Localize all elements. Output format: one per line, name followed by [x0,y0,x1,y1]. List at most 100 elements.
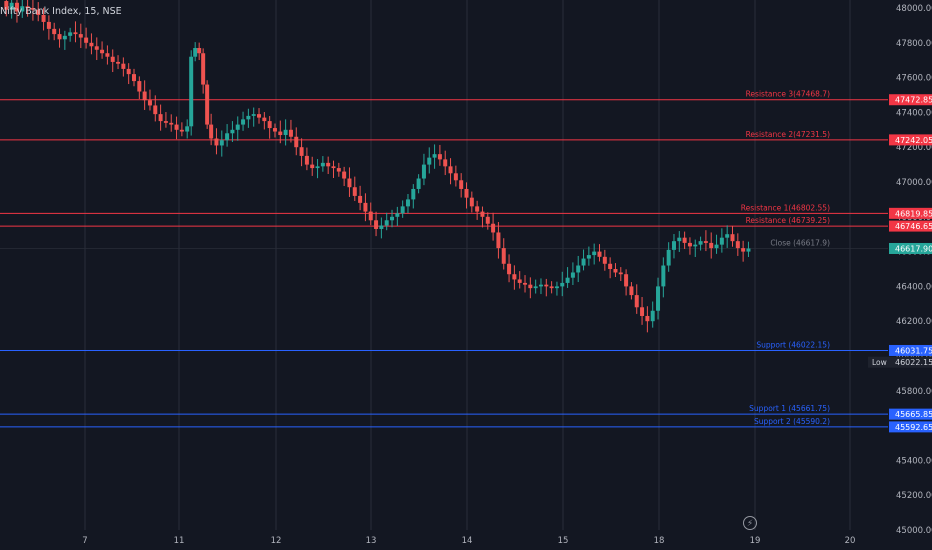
lightning-bolt-icon[interactable]: ⚡ [743,516,757,530]
time-tick-label: 19 [750,536,761,546]
candle-body [374,220,379,229]
candle-body [267,121,272,129]
candle-body [358,195,363,203]
candle-body [448,166,453,174]
candle-body [560,282,565,287]
candle-body [538,284,543,287]
candle-body [645,315,650,322]
candle-body [174,124,179,130]
level-tag-bg [889,421,932,433]
price-axis[interactable]: 48000.00 47800.00 47600.00 47400.00 47200.00… [868,4,932,536]
candle-body [189,56,194,127]
candle-body [624,274,629,287]
candle-body [163,121,168,123]
candle-body [257,114,262,118]
low-tag: 46022.15 [895,358,932,367]
level-tag-bg [889,220,932,232]
candle-body [586,255,591,259]
candle-body [84,37,89,43]
level-label: Resistance 3(47468.7) [746,90,831,99]
candle-body [169,122,174,125]
candle-body [342,171,347,179]
candle-body [352,187,357,196]
candle-body [581,258,586,266]
candle-body [613,269,618,273]
candle-body [272,128,277,132]
low-marker-bg [868,356,889,368]
candle-body [142,91,147,101]
candle-body [469,197,474,207]
candle-body [201,53,206,85]
candle-body [517,279,522,283]
time-tick-label: 11 [174,536,185,546]
candle-body [629,286,634,296]
time-tick-label: 13 [366,536,377,546]
level-labels: Resistance 3(47468.7) Resistance 2(47231.… [741,90,830,426]
level-label: Support 1 (45661.75) [749,404,830,413]
price-tick-label: 46200.00 [896,317,932,327]
candle-body [331,166,336,169]
candle-body [666,249,671,266]
price-tick-label: 47200.00 [896,143,932,153]
candle-body [20,6,25,12]
candle-body [485,216,490,224]
time-tick-label: 20 [845,536,856,546]
candle-body [230,129,235,134]
candle-body [554,286,559,289]
time-tick-label: 12 [271,536,282,546]
candle-body [94,46,99,50]
candle-body [533,286,538,289]
candle-body [153,105,158,115]
candle-body [395,213,400,217]
candle-body [640,307,645,316]
chart-title: Nifty Bank Index, 15, NSE [0,6,122,17]
price-tick-label: 45000.00 [896,526,932,536]
candle-body [709,242,714,249]
candle-body [453,173,458,181]
candle-body [390,216,395,221]
candle-body [214,138,219,146]
candles [4,0,751,333]
candle-body [304,155,309,165]
candle-body [427,157,432,165]
candle-body [158,114,163,122]
candle-body [41,14,46,22]
price-tick-label: 47000.00 [896,178,932,188]
level-label: Resistance (46739.25) [746,216,831,225]
candle-body [618,272,623,275]
level-label: Resistance 2(47231.5) [746,130,831,139]
candle-body [437,154,442,160]
candle-body [384,220,389,226]
candle-body [209,124,214,139]
candle-body [650,310,655,322]
candle-body [363,202,368,212]
candle-body [73,32,78,35]
candle-body [608,263,613,269]
candle-body [677,237,682,242]
candle-body [411,188,416,200]
level-tag: 45665.85 [895,410,932,419]
candle-body [570,272,575,278]
candle-body [251,114,256,116]
candle-body [347,178,352,188]
candle-body [671,241,676,250]
candle-body [185,126,190,132]
candle-body [528,284,533,289]
candle-body [592,251,597,256]
candle-body [544,284,549,287]
candle-body [241,119,246,125]
time-axis[interactable]: 7 11 12 13 14 15 18 19 20 [82,536,855,546]
candle-body [9,2,14,10]
level-tag: 45592.65 [895,423,932,432]
price-levels [0,99,888,428]
candle-body [25,6,30,8]
level-tag-bg [889,242,932,254]
candle-body [698,241,703,245]
price-tick-label: 47800.00 [896,39,932,49]
candle-body [719,237,724,245]
candle-body [262,117,267,122]
price-tick-label: 45800.00 [896,387,932,397]
candle-body [283,129,288,136]
